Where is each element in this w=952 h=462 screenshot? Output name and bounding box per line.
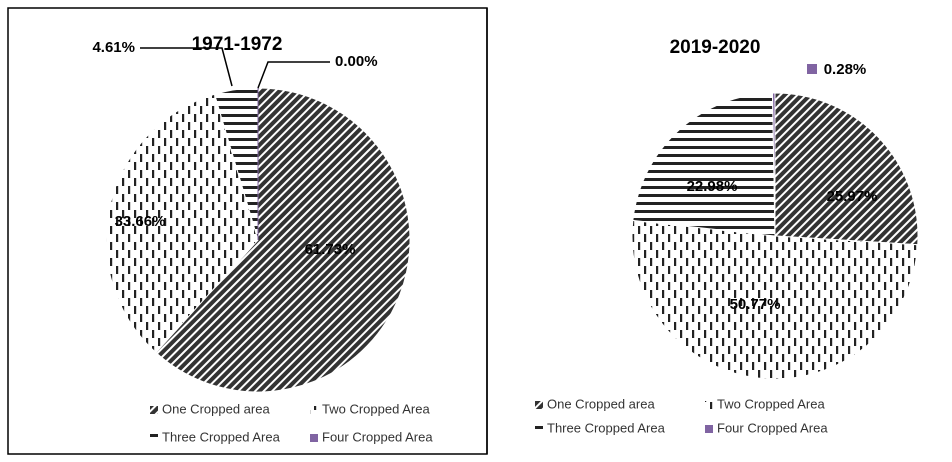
leader-line: [140, 47, 233, 87]
pie-slice: [105, 93, 259, 354]
value-label: 61.73%: [305, 241, 356, 258]
pie-slice: [632, 92, 776, 237]
legend-key: [535, 401, 543, 409]
legend-key: [310, 434, 318, 442]
legend-label: One Cropped area: [547, 396, 655, 411]
legend-key: [705, 425, 713, 433]
legend-label: Three Cropped Area: [162, 429, 281, 444]
value-label: 0.00%: [335, 53, 378, 70]
legend-label: Four Cropped Area: [322, 429, 433, 444]
pie-slice: [771, 92, 776, 237]
value-label: 33.66%: [115, 213, 166, 230]
pie-slice: [631, 219, 919, 380]
legend-label: Three Cropped Area: [547, 420, 666, 435]
value-label: 50.77%: [730, 296, 781, 313]
value-label: 22.98%: [687, 178, 738, 195]
legend-key: [705, 401, 713, 409]
legend-key: [150, 434, 158, 442]
pie-slice: [774, 92, 919, 246]
legend-label: One Cropped area: [162, 401, 270, 416]
label-key: [807, 64, 817, 74]
legend-label: Four Cropped Area: [717, 420, 828, 435]
leader-line: [257, 61, 330, 89]
value-label: 4.61%: [92, 39, 135, 56]
chart-title: 1971-1972: [192, 34, 283, 55]
value-label: 0.28%: [824, 61, 867, 78]
chart-title: 2019-2020: [670, 37, 761, 58]
legend-label: Two Cropped Area: [717, 396, 825, 411]
pie-slice: [155, 87, 411, 393]
legend-key: [310, 406, 318, 414]
legend-label: Two Cropped Area: [322, 401, 430, 416]
legend-key: [150, 406, 158, 414]
legend-key: [535, 425, 543, 433]
value-label: 25.97%: [827, 188, 878, 205]
